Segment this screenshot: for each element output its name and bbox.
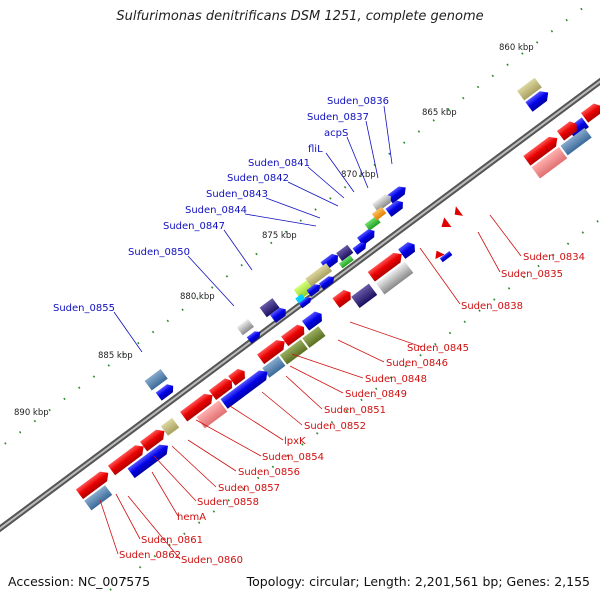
gene-arrow [523, 136, 558, 166]
label-hema: hemA [177, 512, 206, 523]
label-suden-0845: Suden_0845 [407, 343, 469, 354]
label-suden-0860: Suden_0860 [181, 555, 243, 566]
gene-arrow [281, 324, 305, 347]
genome-title: Sulfurimonas denitrificans DSM 1251, com… [116, 9, 484, 24]
gene-block [351, 283, 378, 308]
gene-block [196, 400, 228, 429]
label-suden-0850: Suden_0850 [128, 247, 190, 258]
label-suden-0854: Suden_0854 [262, 452, 324, 463]
label-suden-0851: Suden_0851 [324, 405, 386, 416]
gene-block [336, 244, 354, 262]
gene-arrow [180, 393, 213, 422]
gene-arrow [352, 242, 367, 255]
label-suden-0848: Suden_0848 [365, 374, 427, 385]
label-suden-0847: Suden_0847 [163, 221, 225, 232]
gene-block [439, 251, 453, 263]
gene-block [84, 485, 113, 511]
gene-arrow [257, 340, 285, 365]
gene-block [517, 77, 542, 101]
label-suden-0852: Suden_0852 [304, 421, 366, 432]
topology-text: Topology: circular; Length: 2,201,561 bp… [246, 574, 590, 589]
tick-label: 890 kbp [14, 408, 49, 418]
gene-arrow [75, 471, 109, 500]
label-suden-0834: Suden_0834 [523, 252, 585, 263]
gene-arrow [155, 384, 174, 401]
gene-arrow [139, 429, 165, 452]
gene-block [338, 255, 354, 269]
gene-arrow [386, 186, 406, 204]
gene-arrow [556, 121, 577, 141]
gene-block [262, 356, 286, 378]
gene-arrow [357, 229, 375, 246]
label-suden-0843: Suden_0843 [206, 189, 268, 200]
label-acps: acpS [324, 128, 348, 139]
gene-block [560, 127, 592, 156]
gene-arrow [332, 289, 351, 308]
gene-arrow [371, 194, 391, 213]
gene-arrow [301, 311, 322, 331]
label-suden-0844: Suden_0844 [185, 205, 247, 216]
label-suden-0835: Suden_0835 [501, 269, 563, 280]
outer-dot-track [0, 0, 596, 449]
label-suden-0862: Suden_0862 [119, 550, 181, 561]
gene-arrow [246, 331, 261, 344]
label-suden-0858: Suden_0858 [197, 497, 259, 508]
gene-arrow [228, 368, 245, 386]
gene-block [302, 326, 326, 348]
gene-arrow [127, 444, 168, 479]
reverse-gene-labels: Suden_0834 Suden_0835 Suden_0838 Suden_0… [99, 214, 585, 566]
gene-arrow [398, 242, 415, 259]
gene-arrow [435, 250, 445, 260]
gene-arrow [269, 307, 286, 323]
gene-arrow [580, 103, 600, 123]
gene-arrow [367, 252, 402, 282]
feature-track [75, 77, 600, 511]
gene-block [371, 206, 387, 221]
gene-block [293, 280, 314, 300]
gene-block [531, 146, 568, 179]
label-suden-0837: Suden_0837 [307, 112, 369, 123]
label-suden-0849: Suden_0849 [345, 389, 407, 400]
tick-label: 880 kbp [180, 292, 215, 302]
gene-arrow [298, 297, 312, 309]
gene-arrow [441, 217, 452, 228]
forward-gene-labels: Suden_0836 Suden_0837 acpS fliL Suden_08… [53, 96, 393, 353]
gene-block [305, 263, 333, 287]
label-suden-0841: Suden_0841 [248, 158, 310, 169]
gene-arrow [385, 200, 403, 217]
label-suden-0861: Suden_0861 [141, 535, 203, 546]
tick-label: 870 kbp [341, 170, 376, 180]
scale-ticks: 860 kbp 865 kbp 870 kbp 875 kbp 880 kbp … [14, 43, 534, 418]
label-suden-0855: Suden_0855 [53, 303, 115, 314]
label-suden-0857: Suden_0857 [218, 483, 280, 494]
gene-block [376, 261, 414, 295]
gene-block [295, 293, 306, 304]
label-suden-0856: Suden_0856 [238, 467, 300, 478]
gene-arrow [454, 206, 464, 216]
label-suden-0838: Suden_0838 [461, 301, 523, 312]
gene-arrow [208, 378, 233, 400]
gene-block [160, 417, 180, 436]
label-flil: fliL [308, 144, 323, 155]
tick-label: 875 kbp [262, 231, 297, 241]
label-suden-0846: Suden_0846 [386, 358, 448, 369]
gene-block [236, 318, 254, 336]
label-suden-0836: Suden_0836 [327, 96, 389, 107]
label-suden-0842: Suden_0842 [227, 173, 289, 184]
gene-arrow [525, 91, 549, 112]
tick-label: 865 kbp [422, 108, 457, 118]
gene-arrow [220, 370, 268, 409]
gene-arrow [107, 445, 144, 476]
accession-text: Accession: NC_007575 [8, 574, 151, 589]
gene-block [279, 339, 308, 365]
gene-block [259, 298, 280, 318]
gene-arrow [318, 276, 335, 290]
gene-arrow [306, 284, 321, 297]
tick-label: 860 kbp [499, 43, 534, 53]
tick-label: 885 kbp [98, 351, 133, 361]
gene-block [144, 368, 168, 391]
label-lpxk: lpxK [284, 436, 306, 447]
